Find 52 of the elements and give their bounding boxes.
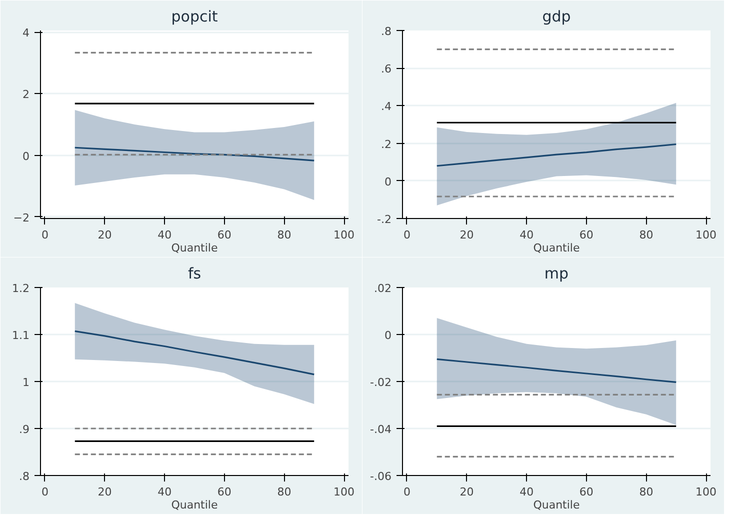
x-tick-label: 20 xyxy=(98,228,112,242)
x-tick-label: 80 xyxy=(639,228,654,242)
y-tick-label: -.2 xyxy=(377,213,392,226)
y-tick-label: .02 xyxy=(374,282,392,295)
x-tick-label: 0 xyxy=(403,486,410,498)
x-tick-label: 0 xyxy=(41,486,48,498)
y-tick-label: 0 xyxy=(22,150,30,163)
x-tick-label: 60 xyxy=(579,228,594,242)
x-tick-label: 100 xyxy=(696,486,717,498)
y-tick-label: 0 xyxy=(384,175,392,188)
y-tick-label: -.02 xyxy=(370,376,392,389)
y-tick-label: -.04 xyxy=(370,423,392,436)
y-tick-label: .4 xyxy=(381,100,392,114)
x-tick-label: 40 xyxy=(158,228,172,242)
x-tick-label: 40 xyxy=(158,486,172,498)
y-tick-label: 0 xyxy=(384,329,392,342)
y-tick-label: .6 xyxy=(381,62,392,76)
chart-title: gdp xyxy=(542,8,571,26)
y-tick-label: 2 xyxy=(22,88,30,102)
y-tick-label: 4 xyxy=(22,26,30,40)
x-tick-label: 60 xyxy=(579,486,594,498)
chart-title: popcit xyxy=(171,8,218,26)
y-tick-label: .9 xyxy=(19,423,30,436)
x-axis-title: Quantile xyxy=(533,498,580,512)
y-tick-label: 1.2 xyxy=(12,282,30,295)
x-tick-label: 80 xyxy=(639,486,654,498)
x-tick-label: 80 xyxy=(277,228,292,242)
y-tick-label: -.06 xyxy=(370,470,392,483)
y-tick-label: .2 xyxy=(381,138,392,151)
x-axis-title: Quantile xyxy=(171,242,218,254)
chart-title: mp xyxy=(544,264,569,282)
y-tick-label: 1.1 xyxy=(12,329,30,342)
y-tick-label: .8 xyxy=(381,25,392,38)
x-tick-label: 60 xyxy=(217,486,232,498)
y-tick-label: 1 xyxy=(22,376,30,389)
x-tick-label: 40 xyxy=(520,228,534,242)
x-tick-label: 20 xyxy=(460,228,474,242)
x-tick-label: 20 xyxy=(460,486,474,498)
x-tick-label: 80 xyxy=(277,486,292,498)
chart-title: fs xyxy=(188,264,202,282)
x-tick-label: 60 xyxy=(217,228,232,242)
x-tick-label: 40 xyxy=(520,486,534,498)
x-tick-label: 100 xyxy=(334,228,355,242)
x-tick-label: 0 xyxy=(403,228,410,242)
x-tick-label: 100 xyxy=(334,486,355,498)
y-tick-label: −2 xyxy=(13,211,30,224)
x-tick-label: 100 xyxy=(696,228,717,242)
y-tick-label: .8 xyxy=(19,470,30,483)
x-axis-title: Quantile xyxy=(171,498,218,512)
x-axis-title: Quantile xyxy=(533,242,580,254)
x-tick-label: 20 xyxy=(98,486,112,498)
x-tick-label: 0 xyxy=(41,228,48,242)
